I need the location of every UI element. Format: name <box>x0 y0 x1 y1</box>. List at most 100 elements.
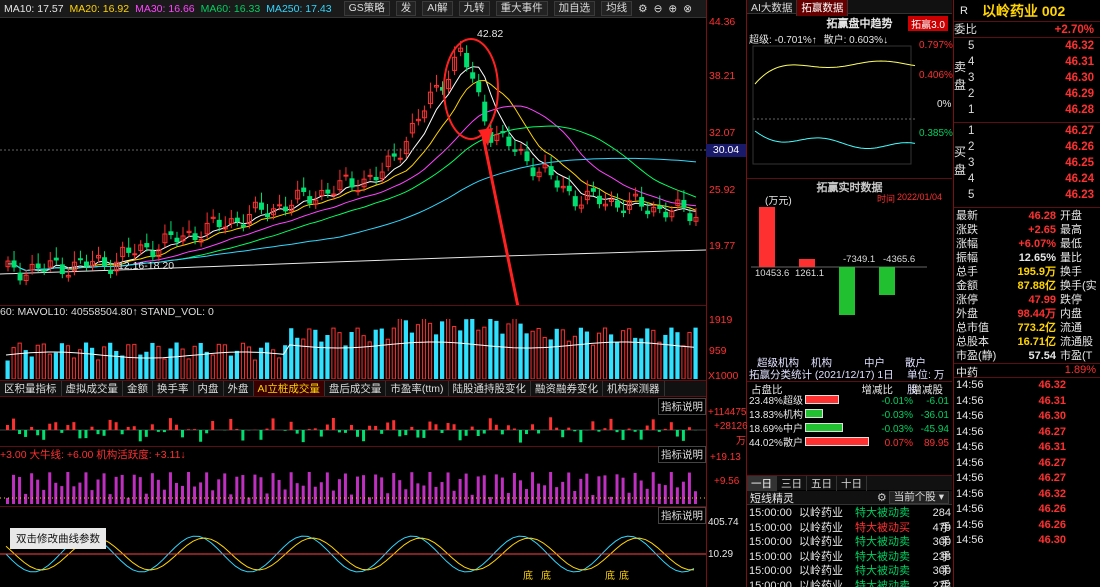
tab-period[interactable]: 一日 <box>747 476 777 492</box>
restore-icon[interactable]: ⊖ <box>653 2 663 15</box>
sell-level[interactable]: 5 46.32 <box>968 38 1100 54</box>
tick-time: 14:56 <box>956 518 984 531</box>
buy-level[interactable]: 1 46.27 <box>968 123 1100 139</box>
indicator-tab[interactable]: 陆股通持股变化 <box>449 381 531 396</box>
volume-bar <box>83 342 89 379</box>
ind1-bar <box>6 425 9 430</box>
stat-pct: 44.02% <box>749 438 783 449</box>
sell-level[interactable]: 1 46.28 <box>968 102 1100 118</box>
candle-body <box>464 52 470 68</box>
gear-icon[interactable]: ⚙ <box>876 492 887 504</box>
indicator-tab[interactable]: 机构探测器 <box>603 381 665 396</box>
indicator-tab[interactable]: 内盘 <box>194 381 224 396</box>
buy-level[interactable]: 4 46.24 <box>968 171 1100 187</box>
short-line-row[interactable]: 15:00:00 以岭药业 特大被动卖 238手 <box>747 550 952 578</box>
indicator-tab[interactable]: 金额 <box>123 381 153 396</box>
tick-time: 14:56 <box>956 472 984 484</box>
ind2-bar <box>549 472 553 504</box>
stats-row: 23.48% 超级 -0.01% -6.01 <box>747 395 952 409</box>
strategy-dropdown[interactable]: GS策略 <box>343 1 390 16</box>
current-price-tag: 30.04 <box>706 144 746 157</box>
tab-period[interactable]: 五日 <box>807 476 837 492</box>
ind2-bar <box>18 476 22 504</box>
volume-bar <box>621 330 626 379</box>
edit-curve-params-button[interactable]: 双击修改曲线参数 <box>10 528 106 549</box>
candle-body <box>373 176 379 181</box>
ind1-bar <box>573 430 577 432</box>
super-label: 超级: -0.701%↑ <box>749 35 817 46</box>
volume-bar <box>114 350 119 379</box>
ind2-bar <box>90 490 94 504</box>
indicator-tab[interactable]: 市盈率(ttm) <box>386 381 449 396</box>
indicator-tab[interactable]: 虚拟成交量 <box>62 381 123 396</box>
sell-level[interactable]: 3 46.30 <box>968 70 1100 86</box>
buy-side-label: 买盘 <box>954 145 967 177</box>
ind2-chart <box>0 472 706 504</box>
buy-level[interactable]: 2 46.26 <box>968 139 1100 155</box>
level-price: 46.31 <box>1065 56 1094 68</box>
indicator-tab[interactable]: 区积量指标 <box>0 381 62 396</box>
indicator-tab[interactable]: 换手率 <box>153 381 194 396</box>
stat-label: 涨幅 <box>956 238 978 250</box>
trend-axis: 0.385% <box>919 128 953 139</box>
sell-level[interactable]: 4 46.31 <box>968 54 1100 70</box>
volume-bar <box>633 337 638 379</box>
chevron-down-icon: ▾ <box>938 491 944 503</box>
add-watch-button[interactable]: 加自选 <box>553 1 596 16</box>
tab-tuoying-data[interactable]: 拓赢数据 <box>797 0 849 16</box>
indicator-tab[interactable]: AI立桩成交量 <box>253 381 325 396</box>
tab-period[interactable]: 三日 <box>777 476 807 492</box>
buy-level[interactable]: 3 46.25 <box>968 155 1100 171</box>
tab-ai-bigdata[interactable]: AI大数据 <box>747 0 798 16</box>
short-line-row[interactable]: 15:00:00 以岭药业 特大被动卖 272手 <box>747 579 952 587</box>
volume-ma-line <box>5 341 695 359</box>
ind1-bar <box>476 430 480 436</box>
stat-label: 涨跌 <box>956 224 978 236</box>
tick-time: 14:56 <box>956 534 984 546</box>
ma-toggle-button[interactable]: 均线 <box>601 1 633 16</box>
ind2-bar <box>651 472 655 504</box>
fa-button[interactable]: 发 <box>395 1 417 16</box>
volume-bar <box>464 319 469 379</box>
ind3-chart <box>0 535 706 573</box>
short-line-row[interactable]: 15:00:00 以岭药业 特大被动卖 300手 <box>747 535 952 563</box>
volume-bar <box>524 333 529 379</box>
ind2-bar <box>319 482 323 504</box>
stat-shares: 89.95 <box>923 438 949 449</box>
indicator-tab[interactable]: 外盘 <box>224 381 254 396</box>
ind2-bar <box>494 474 498 504</box>
candle-body <box>192 233 198 241</box>
volume-chart[interactable] <box>0 319 706 379</box>
ind1-bar <box>205 430 209 434</box>
event-button[interactable]: 重大事件 <box>495 1 548 16</box>
level-index: 5 <box>968 40 975 52</box>
tab-period[interactable]: 十日 <box>837 476 867 492</box>
trade-stock: 以岭药业 <box>799 565 843 577</box>
weibi-label: 委比 <box>954 24 977 36</box>
ind2-help-button[interactable]: 指标说明 <box>658 446 706 463</box>
short-line-row[interactable]: 15:00:00 以岭药业 特大被动卖 300手 <box>747 564 952 587</box>
volume-bar <box>578 327 584 379</box>
close-icon[interactable]: ⊗ <box>683 2 693 15</box>
volume-bar <box>120 355 125 379</box>
buy-level[interactable]: 5 46.23 <box>968 187 1100 203</box>
ind1-help-button[interactable]: 指标说明 <box>658 398 706 415</box>
add-icon[interactable]: ⊕ <box>668 2 678 15</box>
level-price: 46.23 <box>1065 189 1094 201</box>
indicator-tab[interactable]: 盘后成交量 <box>325 381 387 396</box>
ind2-bar <box>102 473 106 504</box>
sell-level[interactable]: 2 46.29 <box>968 86 1100 102</box>
ai-button[interactable]: AI解 <box>422 1 453 16</box>
candlestick-chart[interactable] <box>0 18 746 305</box>
candle-body <box>494 133 500 141</box>
settings-icon[interactable]: ⚙ <box>638 2 648 15</box>
ind3-help-button[interactable]: 指标说明 <box>658 507 706 524</box>
short-line-row[interactable]: 15:00:00 以岭药业 特大被动卖 284手 <box>747 506 952 534</box>
current-stock-dropdown[interactable]: 当前个股 ▾ <box>888 491 949 504</box>
trade-type: 特大被动卖 <box>855 565 910 577</box>
jiuzhuan-button[interactable]: 九转 <box>458 1 490 16</box>
current-stock-label: 当前个股 <box>893 491 936 503</box>
indicator-tab[interactable]: 融资融券变化 <box>531 381 603 396</box>
short-line-row[interactable]: 15:00:00 以岭药业 特大被动买 479手 <box>747 521 952 549</box>
candle-body <box>572 196 578 207</box>
